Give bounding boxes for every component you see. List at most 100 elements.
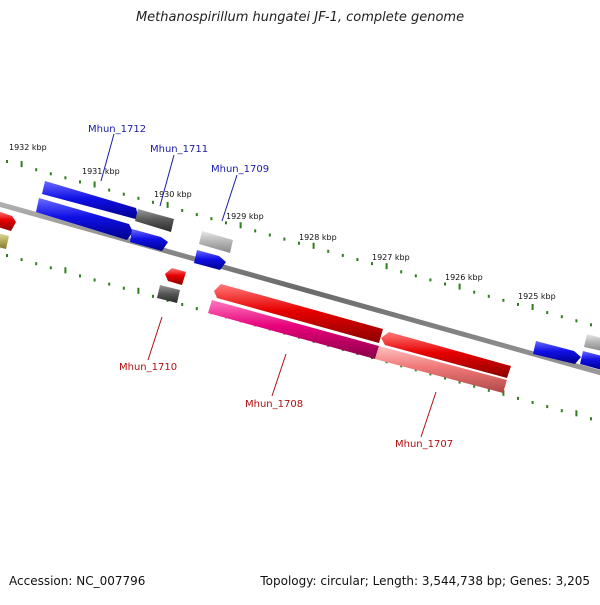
- gene-label[interactable]: Mhun_1707: [395, 439, 453, 450]
- minor-tick: [225, 221, 227, 225]
- gene-feature[interactable]: [36, 198, 133, 240]
- minor-tick: [575, 319, 578, 323]
- minor-tick: [137, 196, 140, 200]
- gene-feature[interactable]: [199, 231, 233, 253]
- minor-tick: [327, 249, 330, 253]
- minor-tick: [122, 286, 125, 290]
- outer-ruler: [6, 160, 592, 327]
- gene-feature[interactable]: [0, 233, 9, 249]
- gene-feature[interactable]: [194, 250, 226, 270]
- minor-tick: [517, 396, 519, 400]
- kbp-label: 1929 kbp: [226, 212, 264, 221]
- gene-feature[interactable]: [208, 300, 379, 359]
- minor-tick: [93, 278, 96, 282]
- major-tick: [239, 222, 242, 229]
- kbp-label: 1931 kbp: [82, 167, 120, 176]
- minor-tick: [546, 405, 549, 409]
- minor-tick: [341, 253, 344, 257]
- genome-backbone: [0, 201, 600, 376]
- minor-tick: [210, 217, 213, 221]
- gene-feature[interactable]: [533, 341, 581, 364]
- gene-feature[interactable]: [0, 211, 16, 231]
- major-tick: [385, 263, 388, 270]
- accession-text: Accession: NC_007796: [9, 574, 146, 588]
- minor-tick: [268, 233, 271, 237]
- gene-labels: Mhun_1712 Mhun_1711 Mhun_1709 Mhun_1710 …: [88, 124, 453, 450]
- gene-feature[interactable]: [375, 346, 507, 393]
- major-tick: [575, 410, 578, 417]
- minor-tick: [35, 262, 38, 266]
- kbp-label: 1932 kbp: [9, 143, 47, 152]
- minor-tick: [444, 282, 446, 286]
- leader-line: [221, 174, 238, 222]
- minor-tick: [283, 237, 286, 241]
- kbp-labels: 1932 kbp 1931 kbp 1930 kbp 1929 kbp 1928…: [9, 143, 556, 301]
- gene-feature[interactable]: [42, 181, 139, 220]
- minor-tick: [6, 160, 8, 163]
- leader-line: [271, 353, 287, 397]
- minor-tick: [181, 303, 184, 306]
- major-tick: [458, 283, 461, 290]
- kbp-label: 1926 kbp: [445, 273, 483, 282]
- minor-tick: [49, 172, 52, 176]
- minor-tick: [590, 323, 592, 327]
- minor-tick: [502, 298, 505, 302]
- gene-label[interactable]: Mhun_1711: [150, 144, 208, 155]
- major-tick: [93, 181, 96, 188]
- kbp-label: 1928 kbp: [299, 233, 337, 242]
- leader-line: [420, 391, 437, 438]
- leader-line: [159, 154, 175, 207]
- major-tick: [20, 161, 23, 168]
- minor-tick: [254, 229, 257, 233]
- major-tick: [64, 267, 67, 274]
- gene-feature[interactable]: [157, 285, 180, 303]
- minor-tick: [371, 262, 373, 266]
- major-tick: [166, 201, 169, 208]
- minor-tick: [414, 274, 417, 278]
- minor-tick: [560, 315, 563, 319]
- major-tick: [502, 389, 505, 396]
- gene-feature[interactable]: [165, 268, 186, 285]
- minor-tick: [429, 278, 432, 282]
- minor-tick: [298, 241, 300, 245]
- label-leaders: [100, 133, 437, 438]
- minor-tick: [6, 254, 8, 257]
- minor-tick: [79, 274, 81, 278]
- minor-tick: [356, 258, 359, 261]
- minor-tick: [590, 417, 592, 421]
- leader-line: [147, 316, 163, 361]
- gene-feature[interactable]: [584, 334, 600, 351]
- minor-tick: [122, 192, 125, 196]
- gene-feature[interactable]: [580, 351, 600, 370]
- gene-feature[interactable]: [135, 209, 174, 232]
- kbp-label: 1927 kbp: [372, 253, 410, 262]
- minor-tick: [49, 266, 52, 270]
- gene-label[interactable]: Mhun_1708: [245, 399, 303, 410]
- minor-tick: [195, 213, 198, 217]
- major-tick: [312, 242, 315, 249]
- gene-label[interactable]: Mhun_1709: [211, 164, 269, 175]
- minor-tick: [20, 258, 23, 262]
- minor-tick: [181, 209, 184, 212]
- minor-tick: [64, 176, 67, 180]
- gene-feature[interactable]: [381, 332, 511, 378]
- minor-tick: [517, 302, 519, 306]
- gene-label[interactable]: Mhun_1712: [88, 124, 146, 135]
- kbp-label: 1930 kbp: [154, 190, 192, 199]
- minor-tick: [79, 180, 81, 184]
- minor-tick: [35, 168, 38, 172]
- major-tick: [137, 287, 140, 294]
- kbp-label: 1925 kbp: [518, 292, 556, 301]
- gene-label[interactable]: Mhun_1710: [119, 362, 177, 373]
- gene-feature[interactable]: [214, 284, 383, 343]
- gene-features: [0, 181, 600, 393]
- minor-tick: [152, 200, 154, 204]
- minor-tick: [473, 290, 476, 294]
- genome-summary-text: Topology: circular; Length: 3,544,738 bp…: [260, 574, 590, 588]
- gene-feature[interactable]: [130, 229, 168, 251]
- minor-tick: [546, 311, 549, 315]
- minor-tick: [458, 380, 461, 384]
- minor-tick: [195, 307, 198, 311]
